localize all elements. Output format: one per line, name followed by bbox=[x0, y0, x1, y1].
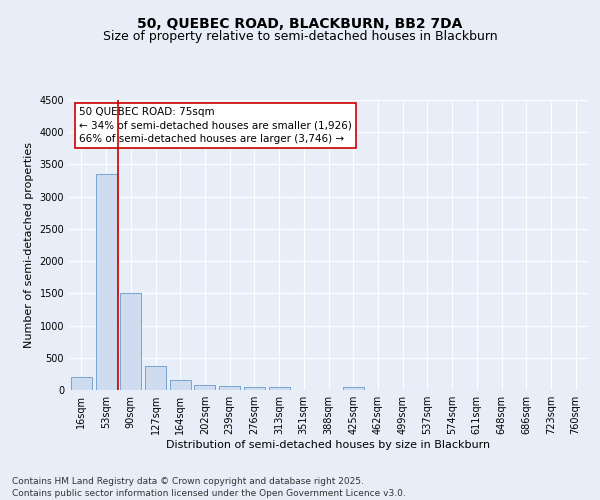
Bar bbox=[95, 174, 116, 390]
Y-axis label: Number of semi-detached properties: Number of semi-detached properties bbox=[24, 142, 34, 348]
Bar bbox=[145, 366, 166, 390]
Bar bbox=[269, 388, 290, 390]
Bar bbox=[343, 387, 364, 390]
Bar bbox=[170, 380, 191, 390]
Bar bbox=[71, 377, 92, 390]
Bar bbox=[120, 294, 141, 390]
Text: Contains HM Land Registry data © Crown copyright and database right 2025.
Contai: Contains HM Land Registry data © Crown c… bbox=[12, 476, 406, 498]
Text: 50, QUEBEC ROAD, BLACKBURN, BB2 7DA: 50, QUEBEC ROAD, BLACKBURN, BB2 7DA bbox=[137, 18, 463, 32]
Text: Size of property relative to semi-detached houses in Blackburn: Size of property relative to semi-detach… bbox=[103, 30, 497, 43]
Text: 50 QUEBEC ROAD: 75sqm
← 34% of semi-detached houses are smaller (1,926)
66% of s: 50 QUEBEC ROAD: 75sqm ← 34% of semi-deta… bbox=[79, 108, 352, 144]
Bar bbox=[219, 386, 240, 390]
Bar bbox=[244, 387, 265, 390]
X-axis label: Distribution of semi-detached houses by size in Blackburn: Distribution of semi-detached houses by … bbox=[166, 440, 491, 450]
Bar bbox=[194, 385, 215, 390]
